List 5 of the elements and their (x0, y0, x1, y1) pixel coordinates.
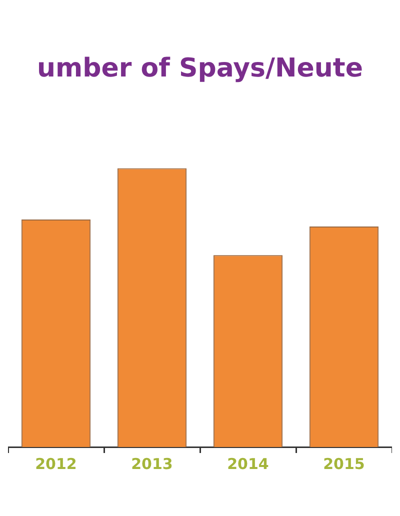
x-tick-label: 2014 (227, 454, 269, 473)
chart-title: umber of Spays/Neute (37, 53, 363, 84)
x-tick-label: 2012 (35, 454, 77, 473)
x-tick-label: 2013 (131, 454, 173, 473)
x-tick-label: 2015 (323, 454, 365, 473)
